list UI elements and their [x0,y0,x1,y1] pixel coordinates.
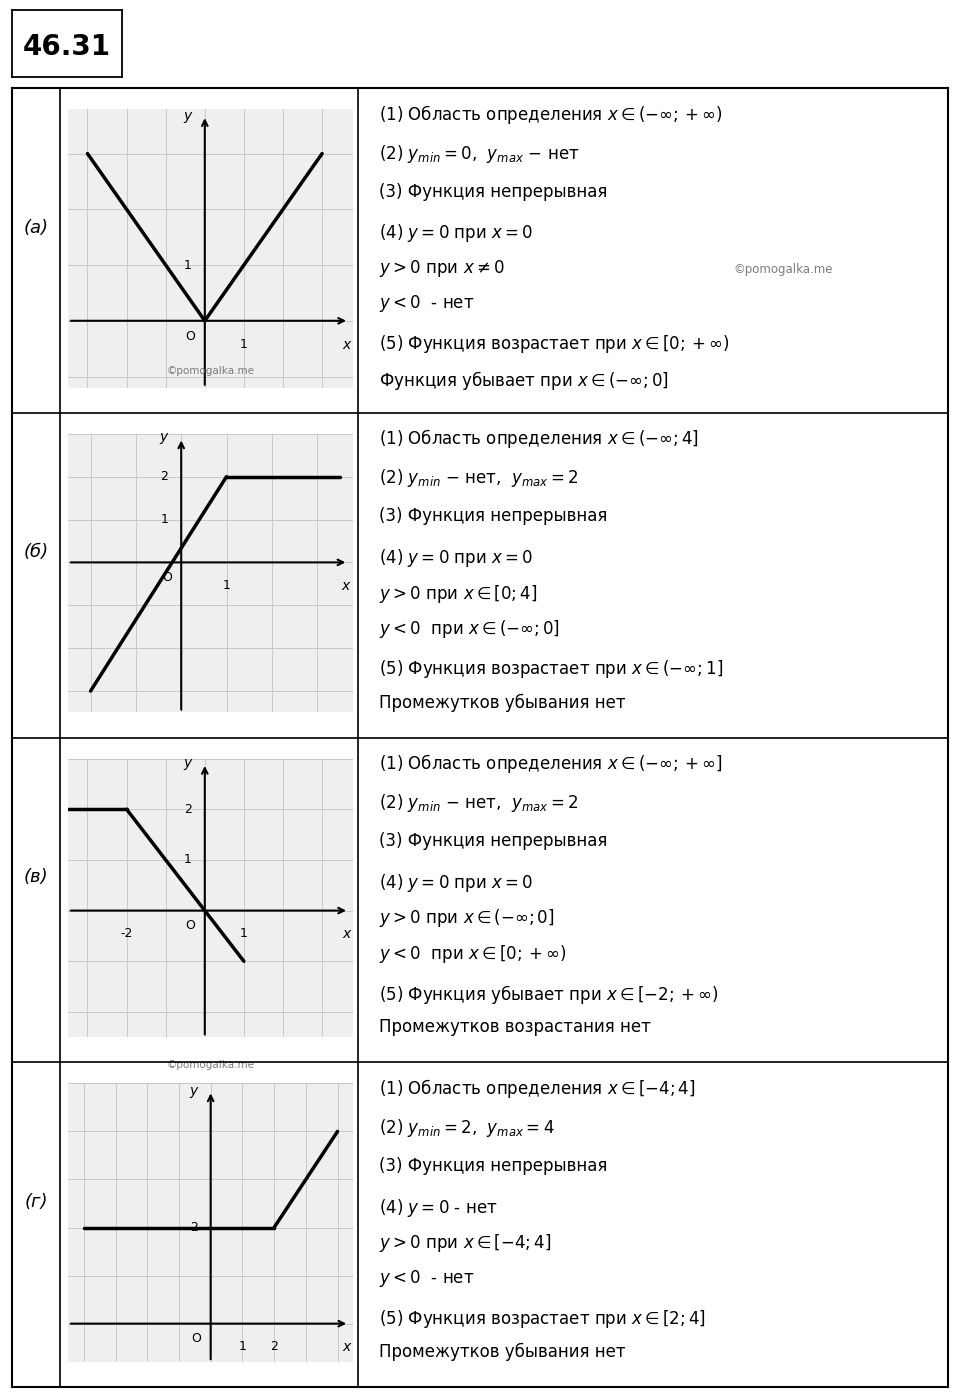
Text: (5) Функция возрастает при $x \in [0; +\infty)$: (5) Функция возрастает при $x \in [0; +\… [378,334,730,355]
Text: 1: 1 [184,258,192,271]
Text: ©pomogalka.me: ©pomogalka.me [167,366,254,376]
Text: (4) $y = 0$ при $x = 0$: (4) $y = 0$ при $x = 0$ [378,222,533,244]
Text: $y$: $y$ [182,757,193,773]
Text: $y < 0$  - нет: $y < 0$ - нет [378,293,474,314]
Text: $y < 0$  при $x \in [0; +\infty)$: $y < 0$ при $x \in [0; +\infty)$ [378,943,565,965]
Text: 1: 1 [240,928,248,940]
Text: (в): (в) [24,869,48,886]
Text: (4) $y = 0$ при $x = 0$: (4) $y = 0$ при $x = 0$ [378,872,533,894]
Text: (1) Область определения $x \in (-\infty; 4]$: (1) Область определения $x \in (-\infty;… [378,427,698,450]
Text: $y$: $y$ [159,432,170,447]
Text: (1) Область определения $x \in (-\infty; +\infty)$: (1) Область определения $x \in (-\infty;… [378,102,722,126]
Text: (5) Функция возрастает при $x \in [2; 4]$: (5) Функция возрастает при $x \in [2; 4]… [378,1308,706,1330]
Text: $y < 0$  - нет: $y < 0$ - нет [378,1267,474,1288]
Text: (2) $y_{min} = 0$,  $y_{max}$ − нет: (2) $y_{min} = 0$, $y_{max}$ − нет [378,142,579,165]
Text: (4) $y = 0$ при $x = 0$: (4) $y = 0$ при $x = 0$ [378,548,533,570]
Text: (2) $y_{min}$ − нет,  $y_{max} = 2$: (2) $y_{min}$ − нет, $y_{max} = 2$ [378,792,578,814]
Text: O: O [185,919,196,932]
Text: (1) Область определения $x \in (-\infty; +\infty]$: (1) Область определения $x \in (-\infty;… [378,752,722,775]
Text: 2: 2 [160,471,168,483]
Text: O: O [162,571,172,584]
Text: $x$: $x$ [342,928,352,942]
Text: $y > 0$ при $x \neq 0$: $y > 0$ при $x \neq 0$ [378,258,504,279]
Text: (5) Функция убывает при $x \in [-2; +\infty)$: (5) Функция убывает при $x \in [-2; +\in… [378,983,718,1006]
Text: (3) Функция непрерывная: (3) Функция непрерывная [378,183,607,201]
Text: $x$: $x$ [342,338,352,352]
Text: $y > 0$ при $x \in [0; 4]$: $y > 0$ при $x \in [0; 4]$ [378,583,537,605]
Text: (3) Функция непрерывная: (3) Функция непрерывная [378,1157,607,1175]
Text: 2: 2 [190,1221,198,1234]
Text: (2) $y_{min} = 2$,  $y_{max} = 4$: (2) $y_{min} = 2$, $y_{max} = 4$ [378,1118,554,1139]
Text: ©pomogalka.me: ©pomogalka.me [167,1059,254,1070]
Text: $y > 0$ при $x \in [-4; 4]$: $y > 0$ при $x \in [-4; 4]$ [378,1232,551,1255]
Text: (б): (б) [23,543,48,562]
Text: (г): (г) [24,1193,48,1211]
Text: Промежутков убывания нет: Промежутков убывания нет [378,693,625,711]
Text: $x$: $x$ [341,580,352,594]
Text: (4) $y = 0$ - нет: (4) $y = 0$ - нет [378,1197,497,1220]
Text: $y$: $y$ [188,1085,200,1101]
Text: $x$: $x$ [343,1340,353,1354]
Text: -2: -2 [120,928,132,940]
Text: $y$: $y$ [182,110,193,124]
Text: O: O [185,330,196,342]
Text: 46.31: 46.31 [23,32,110,60]
Text: ©pomogalka.me: ©pomogalka.me [733,264,833,277]
Text: (3) Функция непрерывная: (3) Функция непрерывная [378,507,607,525]
Text: O: O [191,1333,202,1345]
Text: 1: 1 [160,513,168,527]
Text: 1: 1 [223,580,230,592]
Text: (5) Функция возрастает при $x \in (-\infty; 1]$: (5) Функция возрастает при $x \in (-\inf… [378,658,723,680]
Text: Промежутков возрастания нет: Промежутков возрастания нет [378,1018,650,1037]
Text: (а): (а) [23,219,48,236]
Text: (1) Область определения $x \in [-4; 4]$: (1) Область определения $x \in [-4; 4]$ [378,1077,695,1099]
Text: 1: 1 [184,854,192,866]
Text: 1: 1 [238,1340,247,1354]
Text: Функция убывает при $x \in (-\infty; 0]$: Функция убывает при $x \in (-\infty; 0]$ [378,369,668,391]
Text: 2: 2 [270,1340,278,1354]
Text: 2: 2 [184,803,192,816]
Text: Промежутков убывания нет: Промежутков убывания нет [378,1343,625,1361]
Text: $y > 0$ при $x \in (-\infty; 0]$: $y > 0$ при $x \in (-\infty; 0]$ [378,908,554,929]
Text: 1: 1 [240,338,248,351]
Text: (2) $y_{min}$ − нет,  $y_{max} = 2$: (2) $y_{min}$ − нет, $y_{max} = 2$ [378,468,578,489]
Text: $y < 0$  при $x \in (-\infty; 0]$: $y < 0$ при $x \in (-\infty; 0]$ [378,617,560,640]
Text: (3) Функция непрерывная: (3) Функция непрерывная [378,833,607,851]
